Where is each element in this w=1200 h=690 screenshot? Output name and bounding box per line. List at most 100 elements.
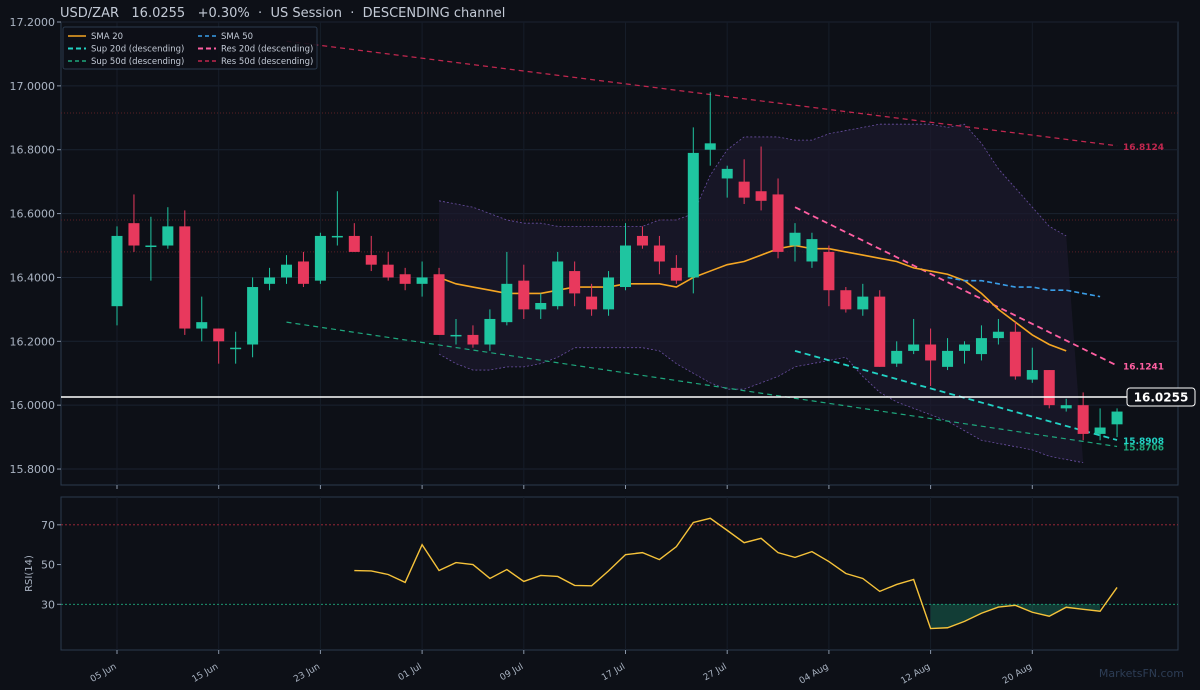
x-tick-label: 15 Jun [191, 662, 221, 685]
legend: SMA 20 SMA 50 Sup 20d (descending) Res 20d … [62, 26, 318, 70]
candle-body [399, 274, 411, 284]
rsi-panel-frame [60, 496, 1179, 651]
sma50-line [947, 276, 1101, 298]
chart-title: USD/ZAR 16.0255 +0.30% · US Session · DE… [60, 6, 505, 21]
candle-body [908, 344, 920, 351]
legend-label: Sup 50d (descending) [91, 57, 184, 67]
rsi-axis-label: RSI(14) [24, 555, 35, 592]
candle-body [891, 350, 903, 364]
candle-body [1009, 331, 1021, 377]
legend-label: Sup 20d (descending) [91, 45, 184, 55]
candle-body [297, 261, 309, 284]
trendline-label: 15.8908 [1123, 437, 1164, 447]
candle-body [687, 152, 699, 278]
candle-body [348, 235, 360, 252]
candle-body [806, 239, 818, 262]
x-tick-label: 20 Aug [1001, 662, 1034, 687]
trendline [794, 350, 1118, 441]
x-tick-label: 04 Aug [798, 662, 831, 687]
price-tick-label: 17.0000 [10, 80, 56, 93]
legend-label: Res 20d (descending) [221, 45, 313, 55]
rsi-line [354, 517, 1118, 630]
price: 16.0255 [131, 6, 186, 21]
candle-body [247, 287, 259, 345]
rsi-tick-label: 30 [41, 598, 55, 611]
candle-body [213, 328, 225, 342]
candle-body [196, 322, 208, 329]
candle-body [382, 264, 394, 278]
price-tick-label: 16.8000 [10, 144, 56, 157]
candle-body [1111, 411, 1123, 425]
x-tick-label: 17 Jul [600, 662, 627, 683]
price-panel: 15.8000 16.0000 16.2000 16.4000 16.6000 16.80… [10, 16, 1196, 489]
price-tick-label: 15.8000 [10, 463, 56, 476]
price-tick-label: 16.6000 [10, 208, 56, 221]
candle-body [636, 235, 648, 246]
candle-body [552, 261, 564, 307]
candle-body [467, 334, 479, 345]
candle-body [721, 168, 733, 179]
candle-body [772, 194, 784, 252]
watermark: MarketsFN.com [1098, 667, 1184, 680]
x-tick-label: 23 Jun [292, 662, 322, 685]
session: US Session [270, 6, 342, 21]
candle-body [704, 143, 716, 150]
x-tick-label: 27 Jul [702, 662, 729, 683]
last-price-badge [1126, 387, 1196, 407]
candle-body [314, 235, 326, 281]
price-tick-label: 16.2000 [10, 335, 56, 348]
legend-label: SMA 50 [221, 32, 253, 42]
candle-body [433, 274, 445, 335]
candle-body [755, 191, 767, 201]
candle-body [603, 277, 615, 310]
sma20-line [438, 244, 1067, 352]
x-tick-label: 12 Aug [899, 662, 932, 687]
legend-box [62, 26, 318, 70]
x-tick-label: 09 Jul [499, 662, 526, 683]
candle-body [942, 350, 954, 367]
candle-body [959, 344, 970, 351]
candle-body [179, 226, 191, 329]
candle-body [484, 318, 496, 345]
candle-body [789, 232, 801, 246]
candle-body [992, 331, 1004, 339]
candle-body [569, 271, 581, 294]
trendline-label: 15.8706 [1123, 443, 1164, 453]
candle-body [111, 235, 123, 307]
rsi-oversold-fill [930, 604, 1101, 629]
change: +0.30% [197, 6, 250, 21]
bollinger-band-fill [439, 124, 1084, 463]
candle-body [501, 283, 513, 323]
candle-body [518, 280, 530, 310]
candle-body [586, 296, 598, 310]
candle-body [1026, 370, 1038, 380]
candle-body [145, 245, 157, 248]
candle-body [857, 296, 869, 310]
candle-body [738, 181, 750, 198]
candle-body [1060, 405, 1072, 409]
candle-body [535, 302, 547, 310]
candle-body [925, 344, 937, 361]
legend-label: Res 50d (descending) [221, 57, 313, 67]
trendline [286, 321, 1118, 448]
price-tick-label: 16.0000 [10, 399, 56, 412]
candle-body [281, 264, 292, 278]
candle-body [416, 277, 428, 284]
x-tick-label: 01 Jul [397, 662, 424, 683]
candle-body [975, 338, 987, 355]
candle-body [1077, 405, 1089, 434]
candle-body [365, 255, 377, 265]
legend-label: SMA 20 [91, 32, 123, 42]
trendline-label: 16.8124 [1123, 143, 1164, 153]
x-tick-label: 05 Jun [89, 662, 119, 685]
channel-label: DESCENDING channel [362, 6, 506, 21]
candle-body [1094, 427, 1106, 434]
candle-body [840, 290, 852, 310]
trendline [286, 40, 1118, 147]
price-tick-label: 16.4000 [10, 271, 56, 284]
trendline-label: 16.1241 [1123, 363, 1164, 373]
candle-body [874, 296, 886, 367]
rsi-panel: 05 Jun 15 Jun 23 Jun 01 Jul 09 Jul 17 Jul 27 J… [24, 496, 1179, 687]
price-tick-label: 17.2000 [10, 16, 56, 29]
